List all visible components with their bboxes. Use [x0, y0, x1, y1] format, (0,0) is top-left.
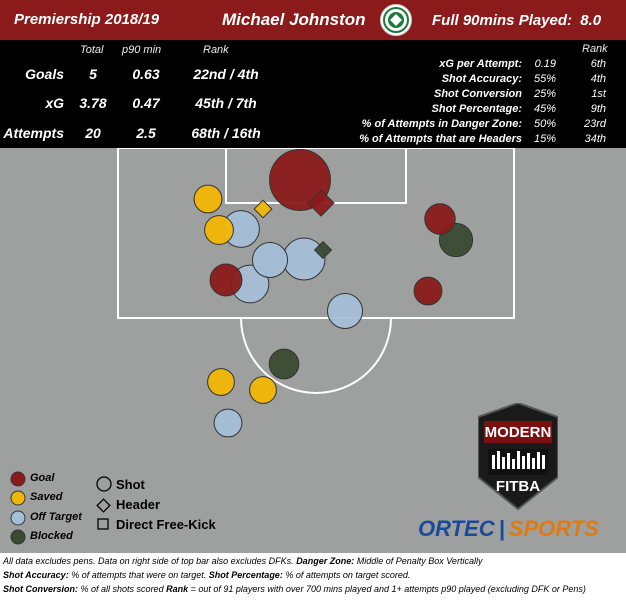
legend-blocked-label: Blocked: [30, 530, 73, 542]
col-total-header: Total: [80, 44, 104, 56]
footnote-text: % of all shots scored: [80, 584, 164, 594]
right-stat-label: Shot Percentage:: [431, 103, 522, 115]
legend-offtarget-marker: [10, 510, 26, 526]
shot-marker: [424, 203, 456, 235]
legend-dfk-marker: [97, 518, 109, 530]
sponsor-ortec: ORTEC: [418, 516, 495, 541]
logo-bottom-text: FITBA: [496, 478, 540, 495]
right-stat-value: 45%: [533, 103, 556, 115]
footnote-term: Shot Conversion:: [3, 584, 79, 594]
right-stat-value: 15%: [533, 133, 556, 145]
sponsor-logo: ORTEC | SPORTS: [418, 516, 599, 542]
right-stat-value: 50%: [533, 118, 556, 130]
attempts-rank: 68th / 16th: [191, 125, 261, 141]
shot-marker: [209, 263, 243, 297]
footnotes: All data excludes pens. Data on right si…: [3, 554, 623, 596]
shot-marker: [413, 276, 443, 306]
shot-marker: [249, 376, 277, 404]
footnote-line-1: All data excludes pens. Data on right si…: [3, 554, 623, 568]
shot-marker: [207, 368, 235, 396]
footnote-text: All data excludes pens. Data on right si…: [3, 556, 294, 566]
right-stat-value: 55%: [533, 73, 556, 85]
header-marker: [307, 189, 335, 217]
penalty-arc: [240, 317, 392, 394]
right-stat-label: % of Attempts that are Headers: [359, 133, 522, 145]
col-rank-header: Rank: [203, 44, 229, 56]
right-stat-label: % of Attempts in Danger Zone:: [361, 118, 522, 130]
legend-blocked-marker: [10, 529, 26, 545]
legend-dfk-label: Direct Free-Kick: [116, 517, 216, 532]
competition-label: Premiership 2018/19: [14, 11, 160, 28]
right-stat-value: 25%: [533, 88, 556, 100]
footnote-term: Danger Zone:: [296, 556, 355, 566]
row-label-attempts: Attempts: [3, 125, 64, 141]
logo-top-text: MODERN: [485, 424, 552, 441]
legend-header-marker: [96, 498, 111, 513]
sponsor-divider: |: [498, 516, 505, 541]
footnote-text: Middle of Penalty Box Vertically: [356, 556, 483, 566]
row-label-xg: xG: [45, 95, 64, 111]
stats-panel: Total p90 min Rank Goals 5 0.63 22nd / 4…: [0, 40, 626, 148]
attempts-total: 20: [85, 125, 101, 141]
legend-header-label: Header: [116, 497, 161, 512]
right-stat-value: 0.19: [534, 58, 556, 70]
shot-marker: [326, 292, 364, 330]
footnote-text: % of attempts that were on target.: [71, 570, 207, 580]
club-crest-icon: [380, 4, 412, 36]
sponsor-sports: SPORTS: [508, 516, 599, 541]
shot-marker: [193, 184, 223, 214]
right-stat-label: Shot Conversion: [433, 88, 522, 100]
row-label-goals: Goals: [25, 66, 64, 82]
header-marker: [313, 240, 333, 260]
right-stat-rank: 34th: [584, 133, 606, 145]
right-stat-rank: 6th: [590, 58, 606, 70]
right-stat-label: Shot Accuracy:: [441, 73, 522, 85]
footnote-term: Shot Accuracy:: [3, 570, 69, 580]
xg-rank: 45th / 7th: [195, 95, 257, 111]
shot-marker: [251, 241, 289, 279]
right-rank-header: Rank: [582, 43, 608, 55]
modern-fitba-logo: MODERN FITBA: [478, 403, 558, 511]
legend-saved-label: Saved: [30, 491, 63, 503]
goals-rank: 22nd / 4th: [193, 66, 259, 82]
shot-marker: [282, 237, 326, 281]
played-label: Full 90mins Played: 8.0: [432, 12, 601, 29]
legend-saved-marker: [10, 490, 26, 506]
right-stat-rank: 4th: [590, 73, 606, 85]
played-label-text: Full 90mins Played:: [432, 12, 573, 29]
right-stat-rank: 9th: [590, 103, 606, 115]
legend: [10, 471, 112, 545]
footnote-text: % of attempts on target scored.: [285, 570, 411, 580]
shot-map: [117, 148, 515, 438]
goals-total: 5: [89, 66, 97, 82]
title-bar: Premiership 2018/19 Michael Johnston Ful…: [0, 0, 626, 40]
footnote-term: Rank: [166, 584, 189, 594]
header-marker: [253, 199, 273, 219]
footnote-term: Shot Percentage:: [208, 570, 283, 580]
penalty-box: [117, 148, 515, 319]
goals-p90: 0.63: [132, 66, 160, 82]
footnote-line-3: Shot Conversion: % of all shots scored R…: [3, 582, 623, 596]
xg-p90: 0.47: [132, 95, 160, 111]
right-stat-label: xG per Attempt:: [439, 58, 522, 70]
right-stat-rank: 23rd: [583, 118, 606, 130]
legend-shot-label: Shot: [116, 477, 145, 492]
footnote-text: = out of 91 players with over 700 mins p…: [190, 584, 586, 594]
attempts-p90: 2.5: [136, 125, 156, 141]
footnote-line-2: Shot Accuracy: % of attempts that were o…: [3, 568, 623, 582]
shot-marker: [204, 215, 234, 245]
legend-goal-marker: [10, 471, 26, 487]
played-value: 8.0: [580, 12, 602, 29]
shot-marker: [213, 408, 243, 438]
player-name: Michael Johnston: [222, 10, 366, 29]
legend-offtarget-label: Off Target: [30, 511, 82, 523]
legend-goal-label: Goal: [30, 472, 55, 484]
col-p90-header: p90 min: [122, 44, 162, 56]
right-stat-rank: 1st: [591, 88, 606, 100]
legend-shot-marker: [96, 476, 112, 492]
xg-total: 3.78: [79, 95, 107, 111]
shots-layer: [193, 149, 474, 438]
shot-marker: [268, 348, 300, 380]
